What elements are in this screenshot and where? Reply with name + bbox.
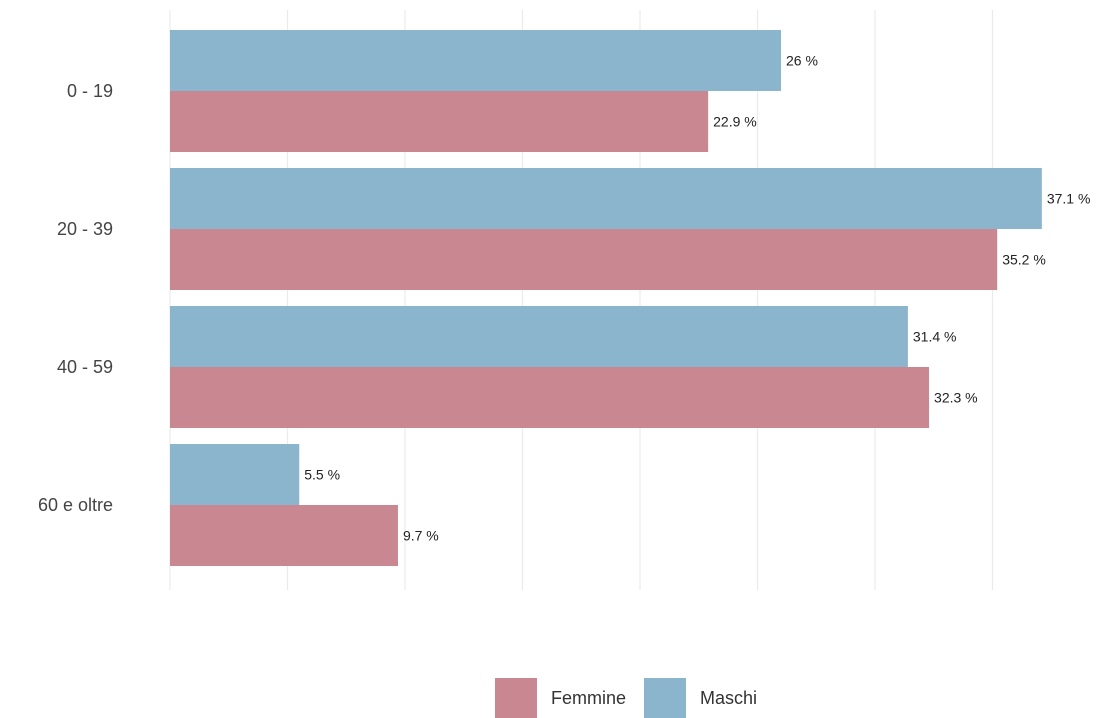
data-label: 31.4 % bbox=[913, 329, 957, 345]
legend: Femmine Maschi bbox=[0, 678, 1098, 718]
data-label: 32.3 % bbox=[934, 390, 978, 406]
data-label: 37.1 % bbox=[1047, 191, 1091, 207]
category-label: 20 - 39 bbox=[57, 219, 113, 239]
legend-label-maschi: Maschi bbox=[700, 687, 758, 708]
legend-item-maschi: Maschi bbox=[644, 678, 757, 718]
data-label: 35.2 % bbox=[1002, 252, 1046, 268]
bar-maschi bbox=[170, 168, 1042, 229]
bar-maschi bbox=[170, 444, 300, 505]
category-label: 40 - 59 bbox=[57, 357, 113, 377]
legend-swatch-maschi bbox=[644, 678, 687, 718]
legend-item-femmine: Femmine bbox=[495, 678, 626, 718]
bar-femmine bbox=[170, 367, 930, 428]
data-label: 9.7 % bbox=[403, 528, 439, 544]
data-label: 22.9 % bbox=[713, 114, 757, 130]
bar-femmine bbox=[170, 91, 709, 152]
data-label: 5.5 % bbox=[304, 467, 340, 483]
category-label: 60 e oltre bbox=[38, 495, 113, 515]
bar-femmine bbox=[170, 229, 998, 290]
legend-label-femmine: Femmine bbox=[551, 687, 627, 708]
bar-femmine bbox=[170, 505, 398, 566]
bar-chart: 0 - 19 20 - 39 40 - 59 60 e oltre 26 % 37.1 %… bbox=[38, 10, 1091, 590]
data-label: 26 % bbox=[786, 53, 818, 69]
legend-swatch-femmine bbox=[495, 678, 537, 718]
category-label: 0 - 19 bbox=[67, 81, 113, 101]
bar-maschi bbox=[170, 306, 908, 367]
bar-maschi bbox=[170, 30, 781, 91]
